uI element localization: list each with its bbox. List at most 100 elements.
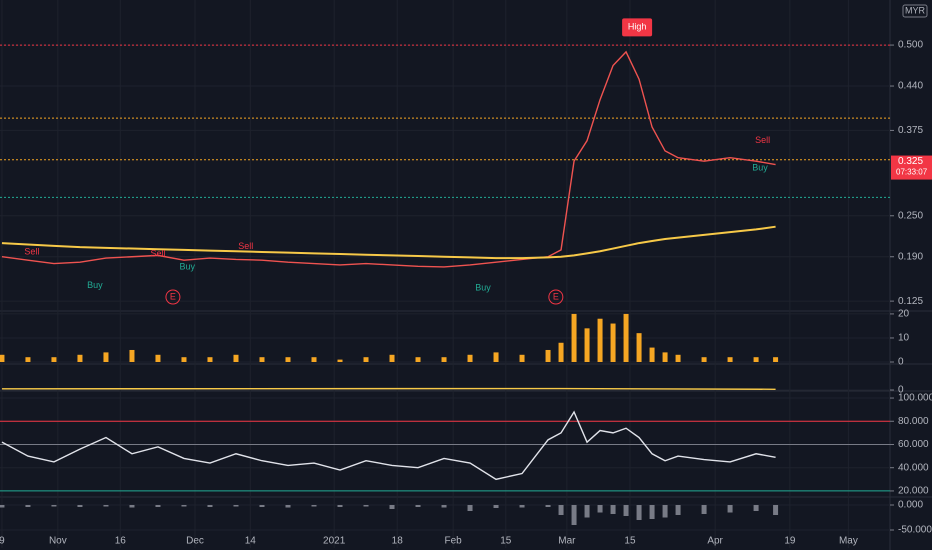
bar [233,354,239,362]
y-tick-label: 100.000 [898,393,932,404]
bar [636,333,642,362]
bar [259,357,265,362]
x-tick-label: 18 [392,536,404,547]
bar [0,354,5,362]
bar [623,313,629,362]
bar [701,357,707,362]
bar [727,357,733,362]
bar [571,505,577,525]
bar [129,505,135,508]
bar [415,505,421,507]
bar [311,505,317,507]
bar [0,505,5,508]
bar [207,505,213,507]
bar [285,505,291,508]
bar [493,352,499,362]
bar [675,505,681,515]
x-tick-label: 2021 [323,536,346,547]
bar [441,357,447,362]
x-tick-label: Mar [558,536,576,547]
bar [51,505,57,507]
y-tick-label: 60.000 [898,439,929,450]
bar [519,354,525,362]
bar [519,505,525,508]
x-tick-label: Dec [186,536,204,547]
x-tick-label: Apr [707,536,723,547]
bar [649,505,655,519]
x-tick-label: 15 [624,536,636,547]
bar [727,505,733,513]
bar [155,505,161,507]
annotation: Sell [238,241,253,251]
currency[interactable]: MYR [905,5,926,15]
earnings-marker [548,289,564,305]
y-tick-label: -50.000 [898,525,932,536]
bar [584,505,590,518]
bar [675,354,681,362]
currency-box[interactable] [902,4,928,18]
annotation: Buy [87,280,103,290]
y-tick-label: 0.440 [898,81,923,92]
x-tick-label: 9 [0,536,5,547]
bar [155,354,161,362]
annotation: Buy [179,261,195,271]
bar [181,357,187,362]
bar [363,505,369,507]
bar [467,354,473,362]
x-tick-label: Nov [49,536,67,547]
bar [25,505,31,507]
x-tick-label: 14 [245,536,257,547]
x-tick-label: 15 [500,536,512,547]
bar [753,357,759,362]
bar [493,505,499,508]
y-tick-label: 0.250 [898,210,923,221]
x-tick-label: 19 [784,536,796,547]
bar [662,505,668,518]
price-tag-label: 0.325 [898,156,923,167]
bar [337,505,343,507]
bar [77,505,83,507]
y-tick-label: 80.000 [898,416,929,427]
y-tick-label: 0.375 [898,125,923,136]
bar [610,323,616,362]
annotation: E [553,291,559,301]
annotation: Sell [24,246,39,256]
bar [415,357,421,362]
annotation: Sell [150,248,165,258]
x-tick-label: Feb [445,536,463,547]
y-tick-label: 20 [898,309,910,320]
bar [636,505,642,520]
x-tick-label: May [839,536,858,547]
y-tick-label: 0 [898,357,904,368]
y-tick-label: 0.190 [898,251,923,262]
x-tick-label: 16 [115,536,127,547]
bar [753,505,759,511]
bar [545,349,551,362]
bar [259,505,265,507]
bar [584,328,590,362]
bar [389,505,395,509]
bar [649,347,655,362]
bar [701,505,707,514]
bar [545,505,551,507]
price-tag-timer: 07:33:07 [896,168,928,177]
series-line [1,225,776,260]
bar [233,505,239,507]
bar [571,313,577,362]
bar [103,505,109,507]
series-line [1,50,776,268]
bar [77,354,83,362]
high-badge [622,18,653,37]
bar [467,505,473,511]
bar [597,318,603,362]
y-tick-label: 40.000 [898,462,929,473]
bar [558,505,564,515]
bar [363,357,369,362]
y-tick-label: 0.125 [898,296,923,307]
y-tick-label: 0 [898,385,904,396]
y-tick-label: 20.000 [898,486,929,497]
y-tick-label: 10 [898,333,910,344]
